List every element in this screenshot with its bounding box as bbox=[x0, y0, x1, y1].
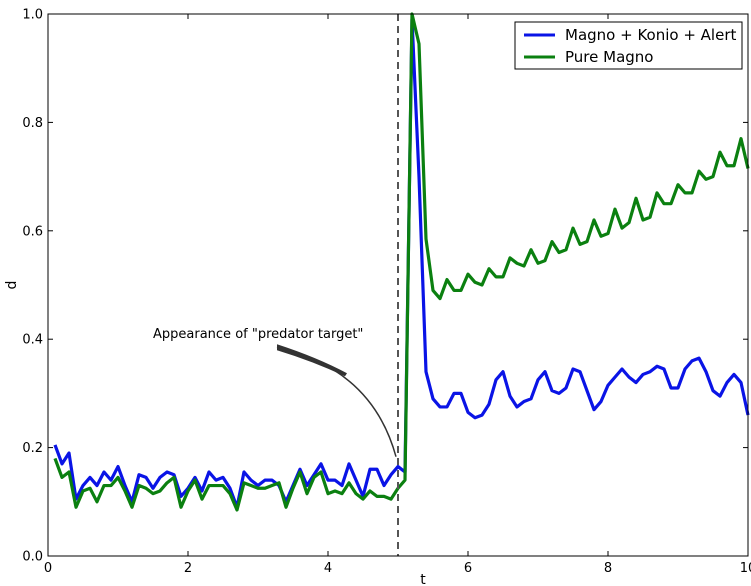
x-tick-label: 6 bbox=[464, 561, 472, 576]
series-line-1 bbox=[53, 12, 750, 512]
axes-frame bbox=[47, 13, 749, 557]
y-tick-label: 1.0 bbox=[22, 8, 43, 23]
x-tick-label: 0 bbox=[44, 561, 52, 576]
plot-area bbox=[53, 12, 750, 512]
y-axis-label: d bbox=[4, 281, 20, 290]
annotation: Appearance of "predator target" bbox=[153, 327, 397, 457]
x-tick-label: 4 bbox=[324, 561, 332, 576]
x-tick-label: 8 bbox=[604, 561, 612, 576]
ticks: 0 2 4 6 8 10 0.0 0.2 0.4 0.6 0.8 1.0 bbox=[22, 8, 751, 577]
x-tick-label: 2 bbox=[184, 561, 192, 576]
y-tick-label: 0.0 bbox=[22, 550, 43, 565]
axes bbox=[47, 13, 749, 557]
y-tick-label: 0.8 bbox=[22, 116, 43, 131]
legend-label-series-1: Pure Magno bbox=[565, 48, 653, 66]
y-tick-label: 0.4 bbox=[22, 333, 43, 348]
annotation-text: Appearance of "predator target" bbox=[153, 327, 363, 342]
y-tick-label: 0.6 bbox=[22, 224, 43, 239]
legend-label-series-0: Magno + Konio + Alert bbox=[565, 26, 736, 44]
legend-box bbox=[514, 21, 743, 70]
annotation-arrow-wedge bbox=[277, 344, 347, 377]
series-line-0 bbox=[53, 17, 750, 509]
legend: Magno + Konio + Alert Pure Magno bbox=[514, 21, 743, 70]
y-tick-label: 0.2 bbox=[22, 441, 43, 456]
x-tick-label: 10 bbox=[740, 561, 751, 576]
x-axis-label: t bbox=[420, 572, 426, 586]
